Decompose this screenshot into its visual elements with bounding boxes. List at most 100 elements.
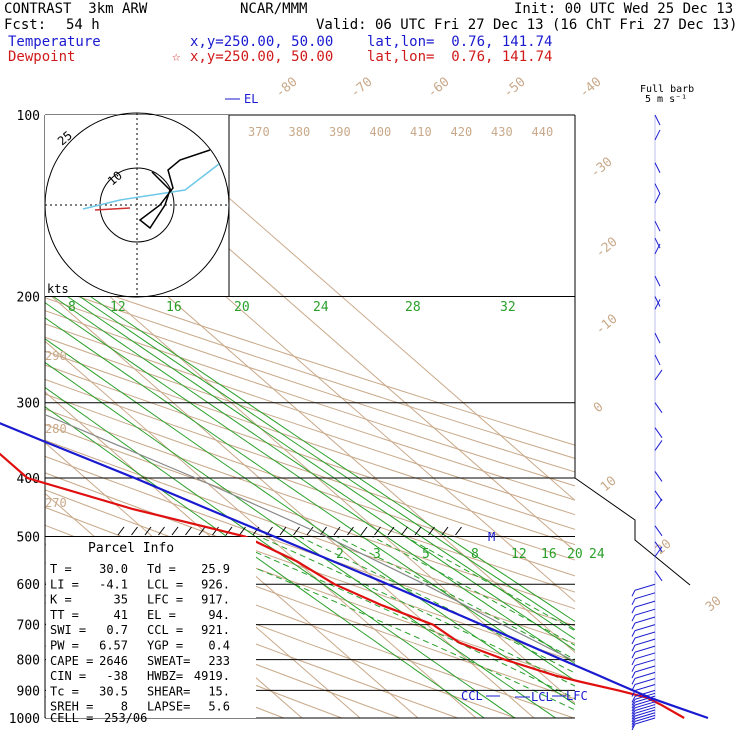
init-time: Init: 00 UTC Wed 25 Dec 13 [514,1,734,17]
isotherm-label: -70 [348,74,376,101]
dewpoint-profile-line [0,452,685,719]
wind-barb [634,645,656,653]
wind-barb [654,427,663,438]
temperature-location: x,y=250.00, 50.00 lat,lon= 0.76, 141.74 [190,34,553,50]
valid-time: Valid: 06 UTC Fri 27 Dec 13 (16 ChT Fri … [316,17,738,33]
hodograph-units-label: kts [47,282,69,296]
wind-barb [634,624,656,632]
hodograph-shear-trace [138,149,211,230]
parcel-info-key: Td = [147,562,176,576]
wind-barb-feather [631,637,636,645]
mixing-ratio-line [45,406,485,718]
hatch-mark [117,526,125,536]
parcel-info-key: CIN = [50,669,86,683]
m-marker-label: M [488,530,495,544]
wind-barb [634,704,656,712]
hatch-mark [333,526,341,536]
potential-temperature-label: 400 [370,125,392,139]
parcel-info-cell-value: 253/06 [104,711,147,725]
dry-adiabat-line [45,393,575,577]
parcel-info-value: 0.7 [106,623,128,637]
wind-barb [654,440,663,451]
wind-barb [634,600,656,608]
mixing-ratio-lines [45,268,575,718]
isotherm-label: -60 [425,74,453,101]
parcel-info-value: 5.6 [208,700,230,714]
lfc-marker-label: LFC [566,689,588,703]
wind-barb [654,162,661,173]
isotherm-label: -50 [501,74,529,101]
parcel-info-key: LCL = [147,577,183,591]
wind-barb-feather [631,678,636,685]
wind-barb-feather [631,622,636,630]
temperature-profile-line [0,422,709,720]
mixing-ratio-label: 24 [589,547,605,562]
mixing-ratio-line [45,386,516,718]
hatch-mark [212,526,219,536]
wind-barb [634,689,656,697]
temperature-legend-label: Temperature [8,34,101,50]
moist-adiabat-line [258,536,575,687]
pressure-tick-label: 600 [17,578,40,593]
parcel-info-key: SWI = [50,623,86,637]
hatch-mark [171,526,179,536]
wind-barb-feather [631,718,636,725]
parcel-info-value: 2646 [99,654,128,668]
wind-barb [634,712,656,720]
mixing-ratio-label: 8 [68,300,76,315]
wind-barb [634,701,656,709]
parcel-info-key: EL = [147,608,176,622]
dry-adiabat-line [45,310,575,487]
wind-barb [654,332,661,344]
parcel-info-table: Parcel Info T = 30.0 Td = 25.9 LI = -4.1 LCL = 9… [46,537,256,725]
wind-barb-feather [631,715,636,723]
dry-adiabat-line [45,284,575,459]
parcel-info-key: T = [50,562,72,576]
wind-barb [634,692,656,700]
wind-barb [654,369,663,381]
hatch-mark [441,526,449,536]
potential-temperature-label: 440 [532,125,554,139]
wind-barb-feather [631,704,636,712]
mixing-ratio-label: 24 [313,300,329,315]
parcel-info-key: SWEAT= [147,654,190,668]
dry-adiabat-line [45,272,575,446]
wind-barb [634,698,656,706]
parcel-info-value: 233 [208,654,230,668]
wind-barb [654,299,661,310]
wind-barb-feather [631,707,636,715]
hatch-mark [252,526,260,536]
dry-adiabat-line [45,581,400,718]
parcel-info-value: 94. [208,608,230,622]
wind-barb [634,714,656,722]
dry-adiabat-line [45,562,458,718]
parcel-info-key: LAPSE= [147,700,190,714]
wind-barb-feather [631,665,636,672]
wind-barb [654,129,661,141]
parcel-info-key: SHEAR= [147,684,190,698]
wind-barb [634,583,656,591]
isotherm-label: -20 [593,234,621,261]
potential-temperature-label: 280 [45,422,67,436]
mixing-ratio-label: 2 [336,547,344,562]
wind-barb [654,490,663,502]
isotherm-label: -30 [588,154,616,181]
mixing-ratio-line [45,302,575,665]
hatch-mark [455,526,462,536]
hatch-mark [306,526,314,536]
mixing-ratio-line [45,272,575,631]
parcel-info-value: 921. [201,623,230,637]
wind-barb [654,296,661,307]
wind-barb-feather [631,598,636,606]
dry-adiabat-line [45,423,575,610]
pressure-tick-label: 200 [17,291,40,306]
wind-barb-feather [631,696,636,703]
hatch-mark [279,526,287,536]
dry-adiabat-line [45,336,575,516]
wind-barb [654,243,661,255]
wind-barb-feather [631,590,636,597]
fcst-label: Fcst: [4,17,47,33]
wind-barb [654,546,663,557]
